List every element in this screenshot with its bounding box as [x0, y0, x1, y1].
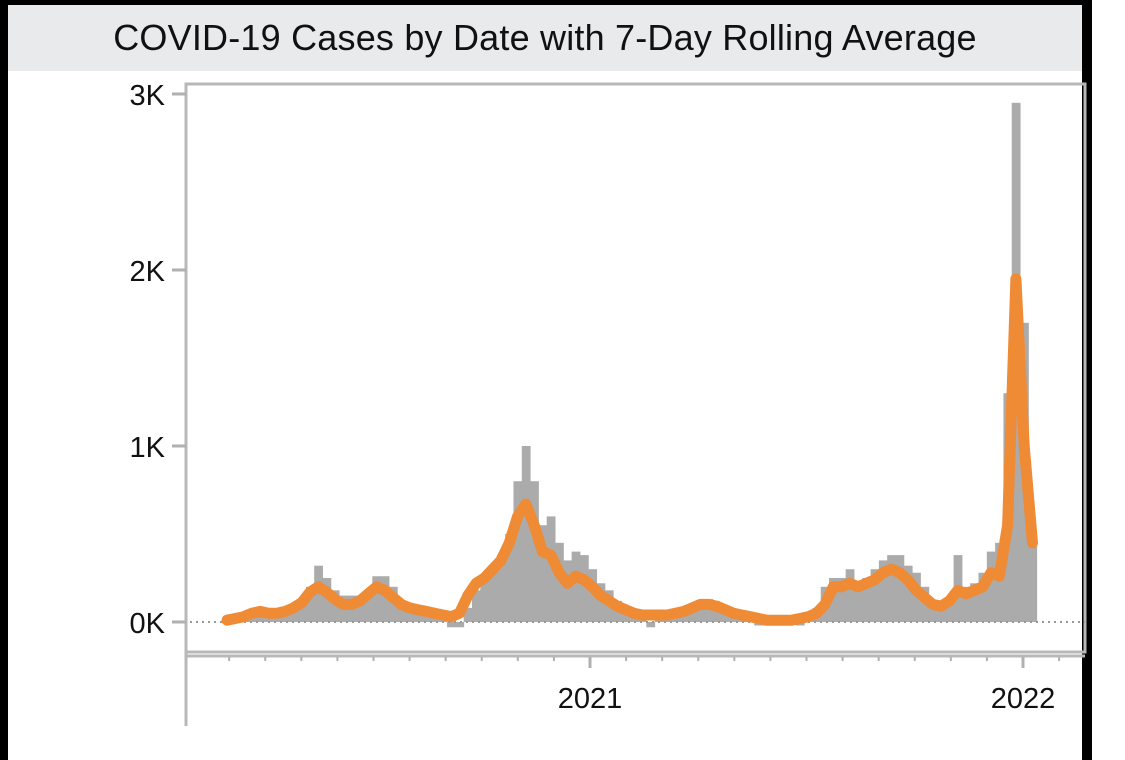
bars: [222, 102, 1038, 628]
title-band: COVID-19 Cases by Date with 7-Day Rollin…: [8, 5, 1082, 71]
bar: [1028, 534, 1038, 622]
bar: [488, 569, 498, 622]
bar: [513, 481, 523, 622]
bar: [555, 542, 564, 622]
bar: [471, 590, 481, 622]
bar: [704, 599, 714, 622]
bar: [887, 555, 896, 622]
bar: [380, 576, 390, 622]
bar: [845, 569, 855, 622]
y-tick-label: 3K: [130, 80, 166, 112]
bar: [322, 578, 332, 622]
x-tick-label: 2021: [558, 683, 623, 715]
bar: [853, 583, 863, 622]
bar: [895, 555, 905, 622]
bar: [372, 576, 382, 622]
bar: [455, 622, 465, 628]
bar: [837, 578, 847, 622]
bar: [297, 604, 307, 622]
bar: [546, 516, 556, 622]
bar: [903, 565, 913, 622]
bar: [314, 565, 323, 622]
bar: [970, 583, 980, 622]
y-tick-label: 1K: [130, 432, 166, 464]
y-tick-label: 2K: [130, 256, 166, 288]
x-tick-label: 2022: [991, 683, 1056, 715]
bar: [936, 604, 946, 622]
bar: [870, 569, 880, 622]
plot-frame: [184, 82, 1087, 654]
bar: [696, 600, 705, 622]
bar: [447, 622, 456, 628]
bar: [945, 600, 955, 622]
bar: [505, 534, 514, 622]
bar: [355, 595, 365, 622]
bar: [563, 560, 573, 622]
bar: [646, 622, 656, 628]
y-tick-label: 0K: [130, 608, 166, 640]
chart-title: COVID-19 Cases by Date with 7-Day Rollin…: [113, 17, 977, 58]
bar: [521, 446, 531, 622]
bar: [928, 600, 938, 622]
bar: [829, 578, 838, 622]
bar: [596, 583, 606, 622]
bar: [397, 600, 407, 622]
tick-labels: 0K 1K 2K 3K 2021 2022: [130, 80, 1056, 715]
bar: [538, 525, 548, 622]
axes: [172, 92, 1085, 726]
bar: [571, 551, 581, 622]
bar: [878, 560, 888, 622]
bar: [330, 590, 340, 622]
bar: [588, 569, 598, 622]
bar: [496, 555, 506, 622]
bar: [289, 607, 299, 622]
bar: [530, 481, 539, 622]
bar: [978, 572, 988, 622]
bar: [961, 586, 971, 622]
bar: [712, 604, 722, 622]
rolling-average-line: [221, 273, 1038, 626]
bar: [862, 578, 872, 622]
bar: [463, 607, 473, 622]
bar: [364, 590, 373, 622]
bar: [305, 586, 315, 622]
chart-frame: [0, 0, 1092, 760]
bar: [480, 578, 490, 622]
bar: [986, 551, 996, 622]
bar: [995, 542, 1004, 622]
bar: [579, 555, 589, 622]
